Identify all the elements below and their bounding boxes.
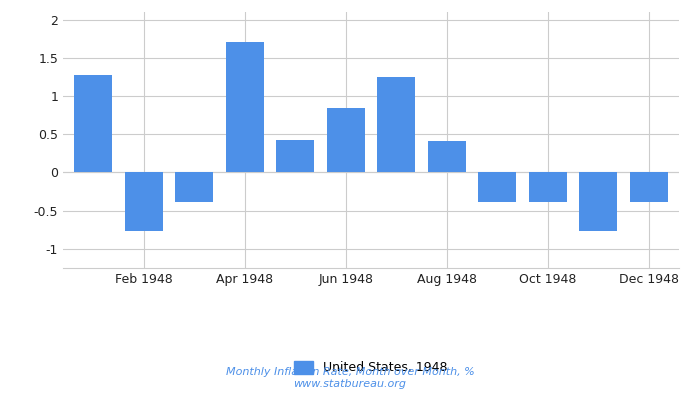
Bar bbox=[125, 172, 162, 230]
Bar bbox=[478, 172, 516, 202]
Legend: United States, 1948: United States, 1948 bbox=[295, 361, 447, 374]
Text: www.statbureau.org: www.statbureau.org bbox=[293, 379, 407, 389]
Bar bbox=[528, 172, 567, 202]
Bar bbox=[377, 77, 415, 172]
Bar bbox=[327, 108, 365, 172]
Bar bbox=[226, 42, 264, 172]
Bar bbox=[428, 141, 466, 172]
Text: Monthly Inflation Rate, Month over Month, %: Monthly Inflation Rate, Month over Month… bbox=[225, 367, 475, 377]
Bar bbox=[276, 140, 314, 172]
Bar bbox=[175, 172, 214, 202]
Bar bbox=[74, 75, 112, 172]
Bar bbox=[630, 172, 668, 202]
Bar bbox=[580, 172, 617, 230]
